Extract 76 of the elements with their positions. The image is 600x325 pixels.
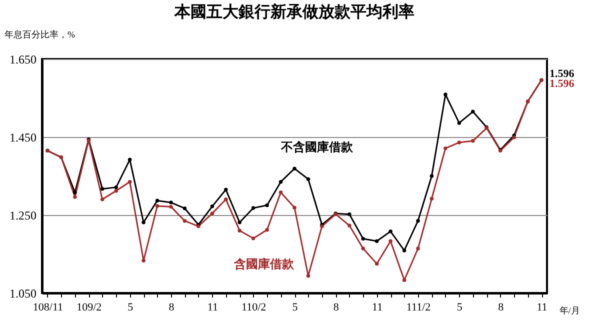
point	[388, 239, 392, 243]
point	[374, 262, 379, 266]
chart-title: 本國五大銀行新承做放款平均利率	[174, 2, 414, 21]
series-label: 不含國庫借款	[280, 140, 354, 154]
point	[251, 206, 256, 210]
data-label: 1.596	[550, 68, 575, 80]
point	[430, 174, 434, 178]
y-tick-label: 1.650	[10, 52, 36, 66]
point	[238, 228, 242, 232]
point	[142, 220, 146, 224]
point	[100, 198, 104, 202]
point	[251, 236, 256, 240]
x-tick-label: 8	[333, 302, 340, 314]
point	[224, 188, 228, 192]
point	[430, 196, 434, 200]
x-tick-label: 8	[498, 302, 504, 314]
point	[457, 140, 462, 144]
point	[155, 198, 160, 202]
point	[224, 198, 228, 202]
point	[402, 248, 406, 252]
point	[265, 228, 269, 232]
point	[292, 206, 296, 210]
point	[265, 203, 269, 208]
point	[361, 246, 365, 250]
x-tick-label: 8	[168, 302, 175, 314]
point	[238, 220, 242, 224]
y-tick-label: 1.050	[10, 286, 36, 300]
point	[210, 204, 214, 208]
y-tick-label: 1.250	[10, 208, 36, 222]
point	[128, 158, 132, 162]
point	[114, 185, 118, 190]
point	[471, 139, 475, 143]
x-tick-label: 108/11	[32, 302, 64, 314]
point	[114, 188, 118, 193]
x-axis-title: 年/月	[559, 306, 580, 316]
point	[416, 218, 420, 223]
x-tick-label: 11	[207, 302, 218, 314]
point	[73, 190, 77, 194]
series-label: 含國庫借款	[233, 257, 295, 271]
point	[278, 180, 283, 184]
point	[444, 92, 448, 96]
x-tick-label: 5	[292, 302, 298, 314]
point	[374, 239, 379, 243]
point	[182, 218, 187, 223]
point	[278, 190, 283, 194]
x-tick-label: 5	[456, 302, 463, 314]
point	[306, 274, 310, 278]
y-tick-label: 1.450	[10, 130, 36, 144]
data-label: 1.596	[550, 78, 575, 90]
point	[306, 177, 310, 181]
x-tick-label: 110/2	[242, 302, 266, 314]
point	[348, 212, 352, 216]
x-tick-label: 11	[372, 302, 383, 314]
point	[169, 204, 173, 209]
point	[348, 224, 352, 228]
point	[73, 195, 77, 199]
point	[402, 278, 406, 282]
point	[388, 230, 392, 234]
point	[457, 121, 462, 125]
point	[169, 200, 173, 204]
point	[155, 204, 160, 208]
x-tick-label: 11	[536, 302, 548, 314]
point	[361, 236, 365, 241]
point	[128, 180, 132, 184]
point	[142, 258, 146, 262]
point	[444, 146, 448, 150]
x-tick-label: 5	[128, 302, 134, 314]
y-axis-title: 年息百分比率，%	[4, 30, 76, 40]
point	[182, 206, 187, 210]
point	[416, 246, 420, 250]
point	[210, 212, 214, 216]
x-tick-label: 111/2	[406, 302, 431, 314]
x-tick-label: 109/2	[76, 302, 102, 314]
point	[100, 187, 104, 191]
point	[292, 166, 296, 170]
point	[471, 110, 475, 114]
